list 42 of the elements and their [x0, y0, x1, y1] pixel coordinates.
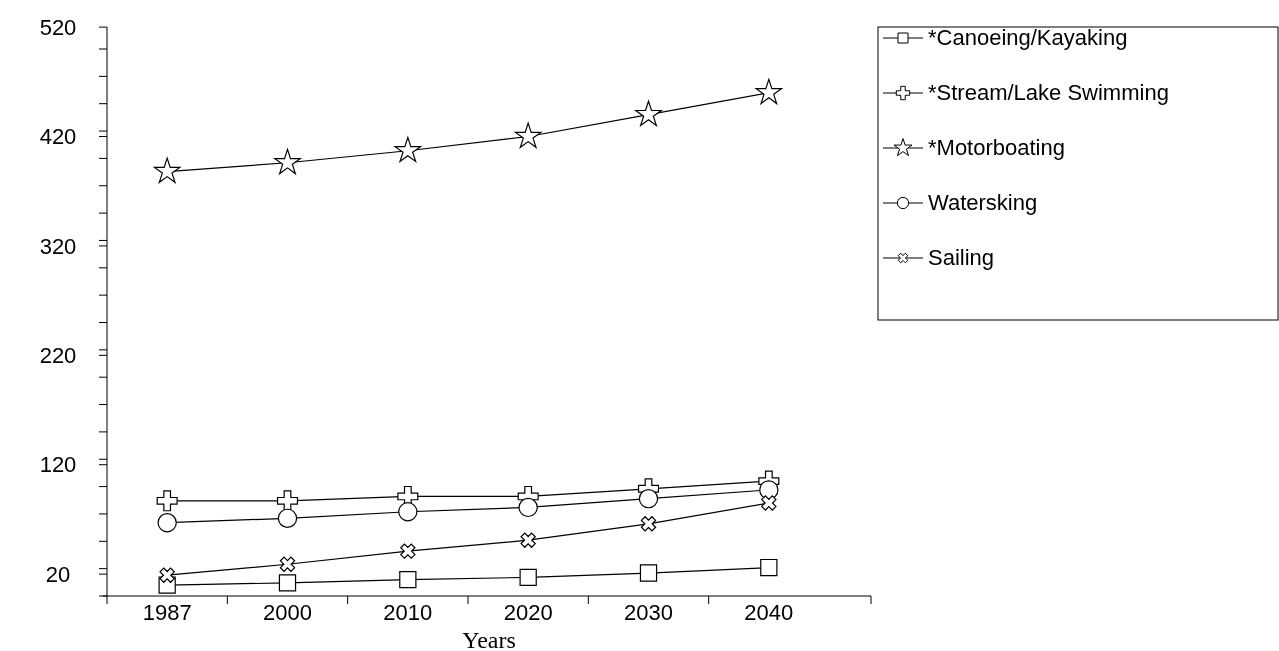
y-tick-label: 420 — [39, 124, 77, 150]
point — [159, 567, 175, 583]
point — [639, 564, 658, 582]
y-tick-label: 120 — [39, 452, 77, 478]
point — [514, 122, 542, 148]
x-tick-label: 2030 — [624, 600, 673, 625]
x-tick-label: 2010 — [383, 600, 433, 625]
x-axis-title: Years — [462, 627, 516, 651]
legend-label: *Canoeing/Kayaking — [928, 25, 1128, 50]
point — [278, 574, 297, 592]
y-tick-label: 20 — [45, 561, 71, 587]
point — [274, 148, 301, 175]
point — [153, 157, 181, 183]
point — [518, 497, 538, 518]
point — [520, 532, 536, 548]
x-tick-label: 2020 — [503, 600, 553, 625]
point — [635, 100, 662, 127]
y-tick-label: 220 — [39, 343, 77, 369]
point — [761, 495, 777, 511]
x-tick-label: 2040 — [744, 600, 794, 625]
point — [640, 516, 657, 532]
x-tick-label: 1987 — [142, 600, 192, 625]
point — [276, 490, 299, 512]
point — [277, 508, 298, 529]
point — [156, 490, 178, 512]
legend-label: *Motorboating — [928, 135, 1065, 160]
legend-label: Watersking — [928, 190, 1038, 215]
y-tick-label: 320 — [39, 233, 77, 259]
point — [519, 568, 537, 587]
point — [760, 558, 778, 577]
point — [399, 570, 417, 589]
y-tick-label: 520 — [39, 14, 77, 40]
point — [279, 556, 296, 572]
x-tick-label: 2000 — [263, 600, 312, 625]
point — [400, 543, 416, 559]
point — [638, 488, 659, 509]
point — [398, 502, 418, 522]
point — [157, 513, 177, 533]
point — [755, 78, 783, 105]
legend-label: *Stream/Lake Swimming — [928, 80, 1169, 105]
legend-label: Sailing — [928, 245, 995, 270]
point — [394, 136, 422, 163]
